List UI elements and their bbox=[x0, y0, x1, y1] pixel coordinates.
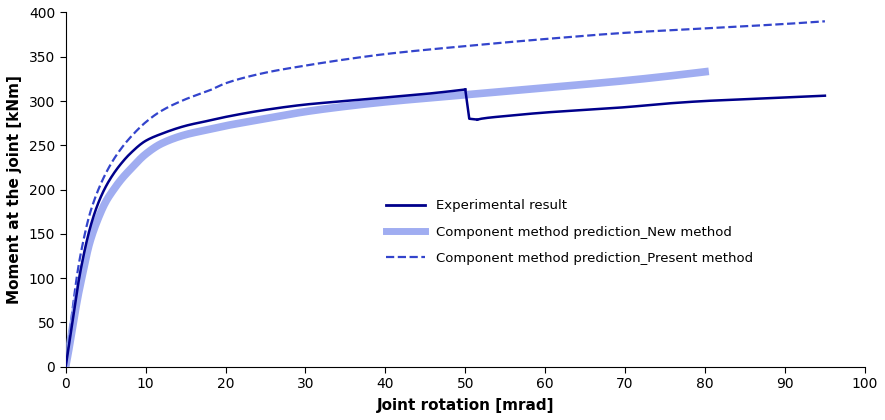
Y-axis label: Moment at the joint [kNm]: Moment at the joint [kNm] bbox=[7, 75, 22, 304]
X-axis label: Joint rotation [mrad]: Joint rotation [mrad] bbox=[376, 398, 554, 413]
Legend: Experimental result, Component method prediction_New method, Component method pr: Experimental result, Component method pr… bbox=[381, 194, 758, 270]
